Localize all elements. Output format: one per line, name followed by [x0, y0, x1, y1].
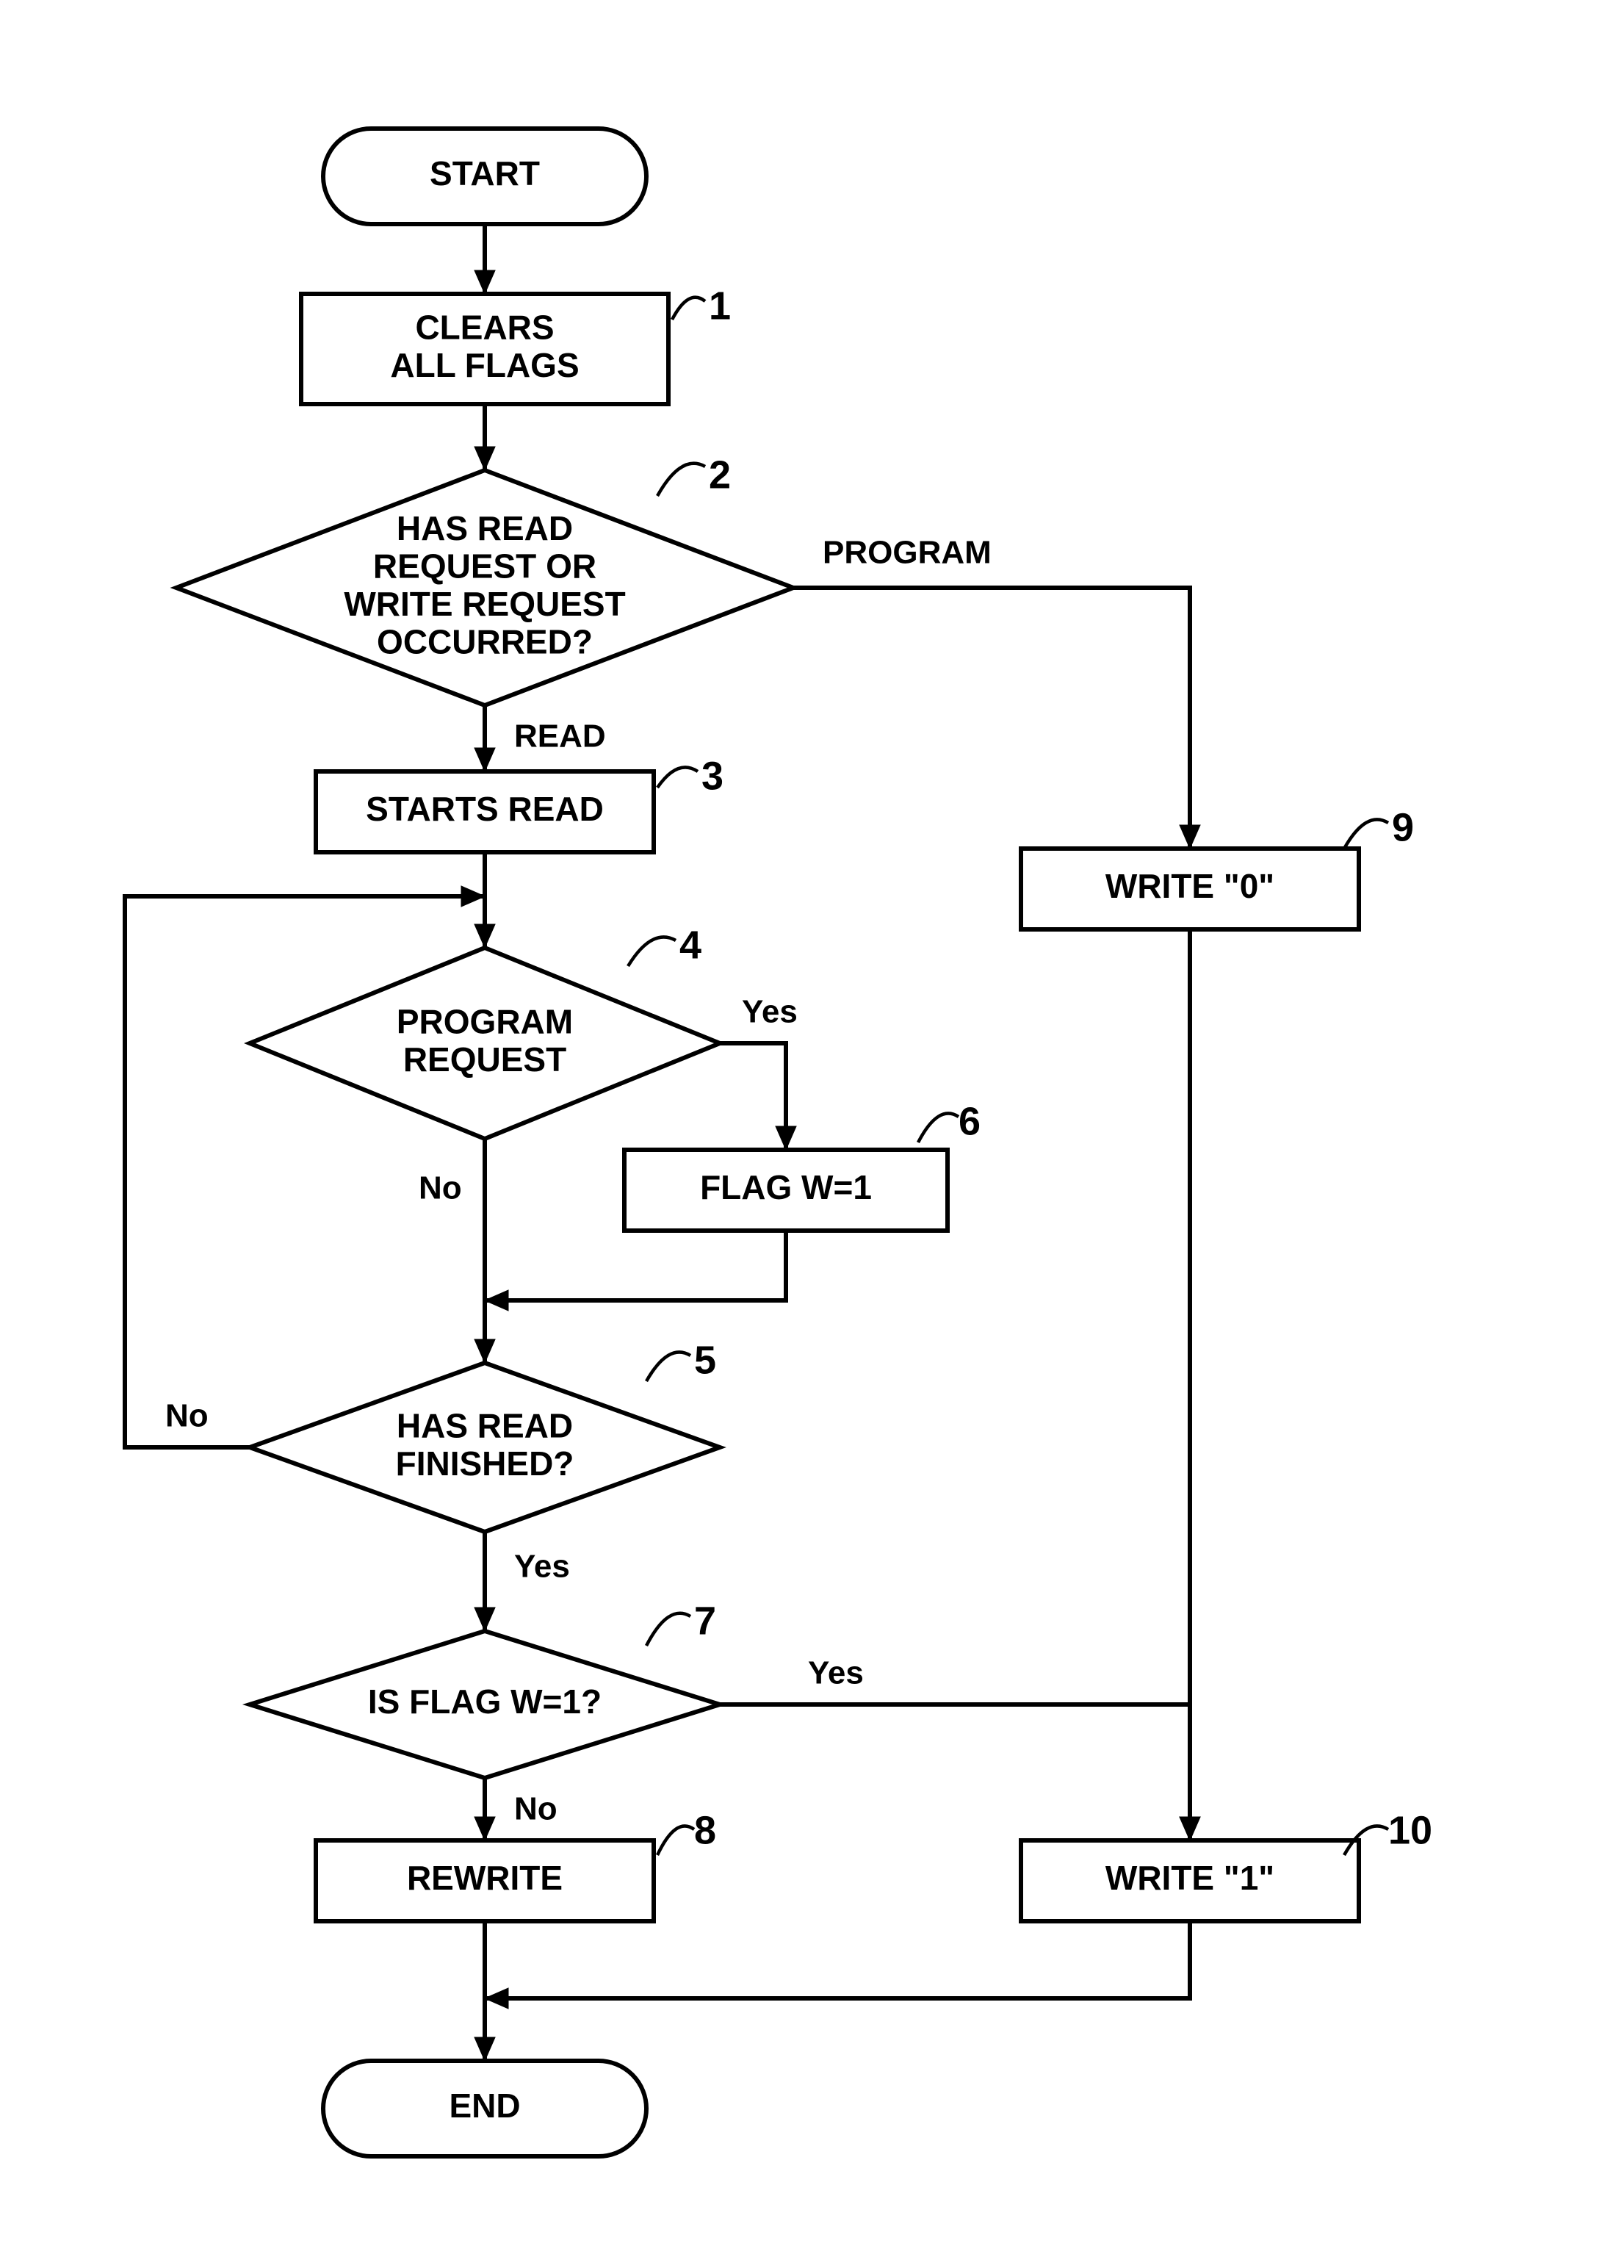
- arrowhead-icon: [485, 1988, 508, 2009]
- step-leader: [646, 1613, 690, 1646]
- arrowhead-icon: [474, 270, 495, 294]
- step-number: 10: [1388, 1808, 1432, 1852]
- step-number: 5: [694, 1338, 716, 1382]
- node-label: HAS READ: [397, 1406, 573, 1444]
- step-leader: [672, 298, 705, 320]
- edge-label: No: [419, 1170, 462, 1206]
- node-label: FINISHED?: [396, 1444, 574, 1483]
- node-label: HAS READ: [397, 509, 573, 547]
- node-label: WRITE "0": [1105, 867, 1274, 905]
- step-leader: [657, 767, 698, 788]
- edge-label: Yes: [514, 1549, 570, 1585]
- edge: [793, 588, 1190, 849]
- edge-label: Yes: [742, 994, 798, 1030]
- node-label: CLEARS: [415, 308, 554, 346]
- node-label: REQUEST: [403, 1040, 566, 1079]
- edge-label: READ: [514, 719, 606, 755]
- node-label: PROGRAM: [397, 1002, 573, 1040]
- arrowhead-icon: [474, 1817, 495, 1840]
- arrowhead-icon: [1180, 825, 1200, 849]
- node-label: STARTS READ: [366, 790, 604, 828]
- step-leader: [657, 464, 705, 496]
- arrowhead-icon: [474, 748, 495, 771]
- arrowhead-icon: [474, 924, 495, 948]
- node-label: END: [449, 2087, 520, 2125]
- step-number: 2: [709, 453, 731, 497]
- node-label: FLAG W=1: [700, 1168, 872, 1206]
- step-number: 4: [679, 923, 701, 967]
- node-label: WRITE "1": [1105, 1859, 1274, 1897]
- step-number: 1: [709, 284, 731, 328]
- node-label: OCCURRED?: [377, 622, 593, 660]
- arrowhead-icon: [474, 1339, 495, 1363]
- flowchart-canvas: READ PROGRAM No Yes No Yes Yes No START CLEARSALL…: [0, 0, 1624, 2268]
- step-number: 7: [694, 1599, 716, 1643]
- arrowhead-icon: [485, 1290, 508, 1311]
- step-number: 6: [959, 1099, 981, 1143]
- step-number: 8: [694, 1808, 716, 1852]
- arrowhead-icon: [474, 2037, 495, 2061]
- step-number: 3: [701, 754, 723, 798]
- step-leader: [1344, 819, 1388, 849]
- arrowhead-icon: [474, 447, 495, 470]
- node-label: WRITE REQUEST: [344, 585, 625, 623]
- arrowhead-icon: [776, 1126, 796, 1150]
- arrowhead-icon: [474, 1608, 495, 1631]
- edge-label: Yes: [808, 1655, 864, 1691]
- edge: [485, 1921, 1190, 1998]
- arrowhead-icon: [1180, 1817, 1200, 1840]
- edge: [485, 1231, 786, 1300]
- edge-label: No: [165, 1398, 209, 1434]
- step-leader: [628, 937, 676, 966]
- step-leader: [646, 1352, 690, 1381]
- node-label: IS FLAG W=1?: [368, 1682, 602, 1721]
- node-label: REWRITE: [407, 1859, 563, 1897]
- node-label: REQUEST OR: [373, 547, 596, 585]
- edge-label: No: [514, 1791, 557, 1827]
- step-number: 9: [1392, 805, 1414, 849]
- node-label: START: [430, 154, 540, 192]
- edge: [720, 1043, 786, 1150]
- node-label: ALL FLAGS: [390, 346, 579, 384]
- step-leader: [657, 1826, 694, 1855]
- edge-label: PROGRAM: [823, 535, 992, 571]
- step-leader: [918, 1113, 959, 1142]
- arrowhead-icon: [461, 886, 485, 907]
- edge: [720, 1704, 1190, 1840]
